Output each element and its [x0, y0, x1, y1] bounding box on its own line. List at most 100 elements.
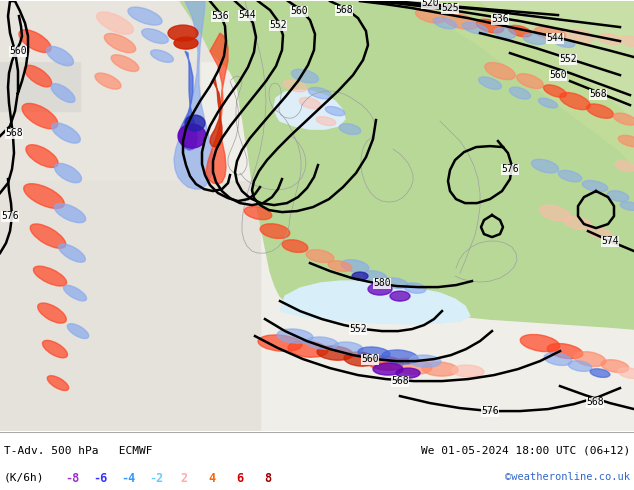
Ellipse shape: [95, 73, 121, 89]
Ellipse shape: [601, 360, 629, 372]
Ellipse shape: [51, 84, 75, 102]
Text: 552: 552: [349, 324, 367, 334]
Text: 536: 536: [491, 14, 509, 24]
Ellipse shape: [422, 362, 458, 376]
Text: 560: 560: [290, 6, 308, 16]
Ellipse shape: [174, 37, 198, 49]
Text: 520: 520: [421, 0, 439, 8]
Ellipse shape: [52, 123, 81, 143]
Text: 560: 560: [9, 46, 27, 56]
Ellipse shape: [333, 342, 363, 354]
Ellipse shape: [534, 26, 566, 40]
Polygon shape: [210, 78, 222, 147]
Text: We 01-05-2024 18:00 UTC (06+12): We 01-05-2024 18:00 UTC (06+12): [421, 445, 630, 456]
Ellipse shape: [373, 363, 403, 375]
Ellipse shape: [30, 224, 66, 248]
Ellipse shape: [508, 25, 532, 37]
Ellipse shape: [543, 85, 566, 98]
Text: 544: 544: [546, 33, 564, 43]
Ellipse shape: [24, 65, 52, 87]
Text: 568: 568: [5, 128, 23, 138]
Ellipse shape: [363, 271, 387, 281]
Ellipse shape: [277, 329, 313, 343]
Ellipse shape: [37, 303, 67, 323]
Ellipse shape: [588, 227, 612, 239]
Ellipse shape: [282, 240, 308, 252]
Text: 560: 560: [549, 70, 567, 80]
Ellipse shape: [367, 356, 403, 370]
Polygon shape: [220, 1, 344, 231]
Ellipse shape: [258, 335, 302, 351]
Ellipse shape: [96, 12, 133, 34]
Text: 544: 544: [238, 10, 256, 20]
Bar: [0, 1, 634, 61]
Ellipse shape: [396, 368, 420, 378]
Ellipse shape: [308, 87, 332, 99]
Ellipse shape: [341, 260, 369, 272]
Ellipse shape: [352, 272, 368, 280]
Ellipse shape: [390, 291, 410, 301]
Ellipse shape: [568, 361, 592, 371]
Ellipse shape: [105, 33, 136, 52]
Ellipse shape: [452, 365, 484, 377]
Ellipse shape: [433, 17, 456, 29]
Ellipse shape: [462, 22, 488, 34]
Bar: [0, 181, 260, 431]
Ellipse shape: [559, 171, 581, 182]
Ellipse shape: [185, 115, 205, 131]
Text: 552: 552: [269, 20, 287, 30]
Ellipse shape: [618, 135, 634, 147]
Polygon shape: [206, 33, 228, 184]
Polygon shape: [480, 1, 634, 121]
Ellipse shape: [46, 47, 74, 66]
Ellipse shape: [55, 203, 86, 222]
Ellipse shape: [618, 368, 634, 378]
Text: 568: 568: [586, 397, 604, 407]
Text: 8: 8: [264, 472, 271, 485]
Ellipse shape: [479, 77, 501, 89]
Text: 2: 2: [181, 472, 188, 485]
Ellipse shape: [141, 29, 168, 44]
Ellipse shape: [615, 161, 634, 171]
Ellipse shape: [67, 324, 89, 339]
Ellipse shape: [317, 346, 353, 360]
Ellipse shape: [538, 98, 557, 108]
Text: 568: 568: [335, 5, 353, 15]
Bar: [0, 1, 80, 111]
Ellipse shape: [521, 335, 560, 352]
Text: 536: 536: [211, 11, 229, 21]
Ellipse shape: [485, 63, 515, 80]
Text: 568: 568: [391, 376, 409, 386]
Text: -4: -4: [121, 472, 135, 485]
Ellipse shape: [48, 376, 68, 391]
Ellipse shape: [586, 104, 614, 118]
Polygon shape: [280, 281, 470, 324]
Ellipse shape: [574, 352, 606, 367]
Ellipse shape: [55, 164, 81, 183]
Ellipse shape: [415, 9, 444, 23]
Ellipse shape: [178, 124, 206, 148]
Text: 552: 552: [559, 54, 577, 64]
Ellipse shape: [306, 337, 338, 349]
Ellipse shape: [339, 123, 361, 134]
Polygon shape: [174, 1, 213, 189]
Ellipse shape: [368, 283, 392, 295]
Ellipse shape: [564, 217, 592, 230]
Ellipse shape: [358, 347, 390, 359]
Ellipse shape: [59, 244, 86, 262]
Ellipse shape: [614, 113, 634, 125]
Ellipse shape: [544, 353, 572, 366]
Ellipse shape: [292, 69, 319, 83]
Ellipse shape: [620, 36, 634, 47]
Text: 580: 580: [373, 278, 391, 288]
Ellipse shape: [23, 184, 64, 208]
Bar: [0, 1, 200, 431]
Text: (K/6h): (K/6h): [4, 472, 44, 482]
Ellipse shape: [382, 350, 418, 364]
Ellipse shape: [328, 261, 352, 271]
Polygon shape: [180, 1, 634, 329]
Ellipse shape: [392, 358, 432, 374]
Ellipse shape: [111, 55, 139, 72]
Ellipse shape: [531, 159, 559, 173]
Ellipse shape: [510, 87, 531, 99]
